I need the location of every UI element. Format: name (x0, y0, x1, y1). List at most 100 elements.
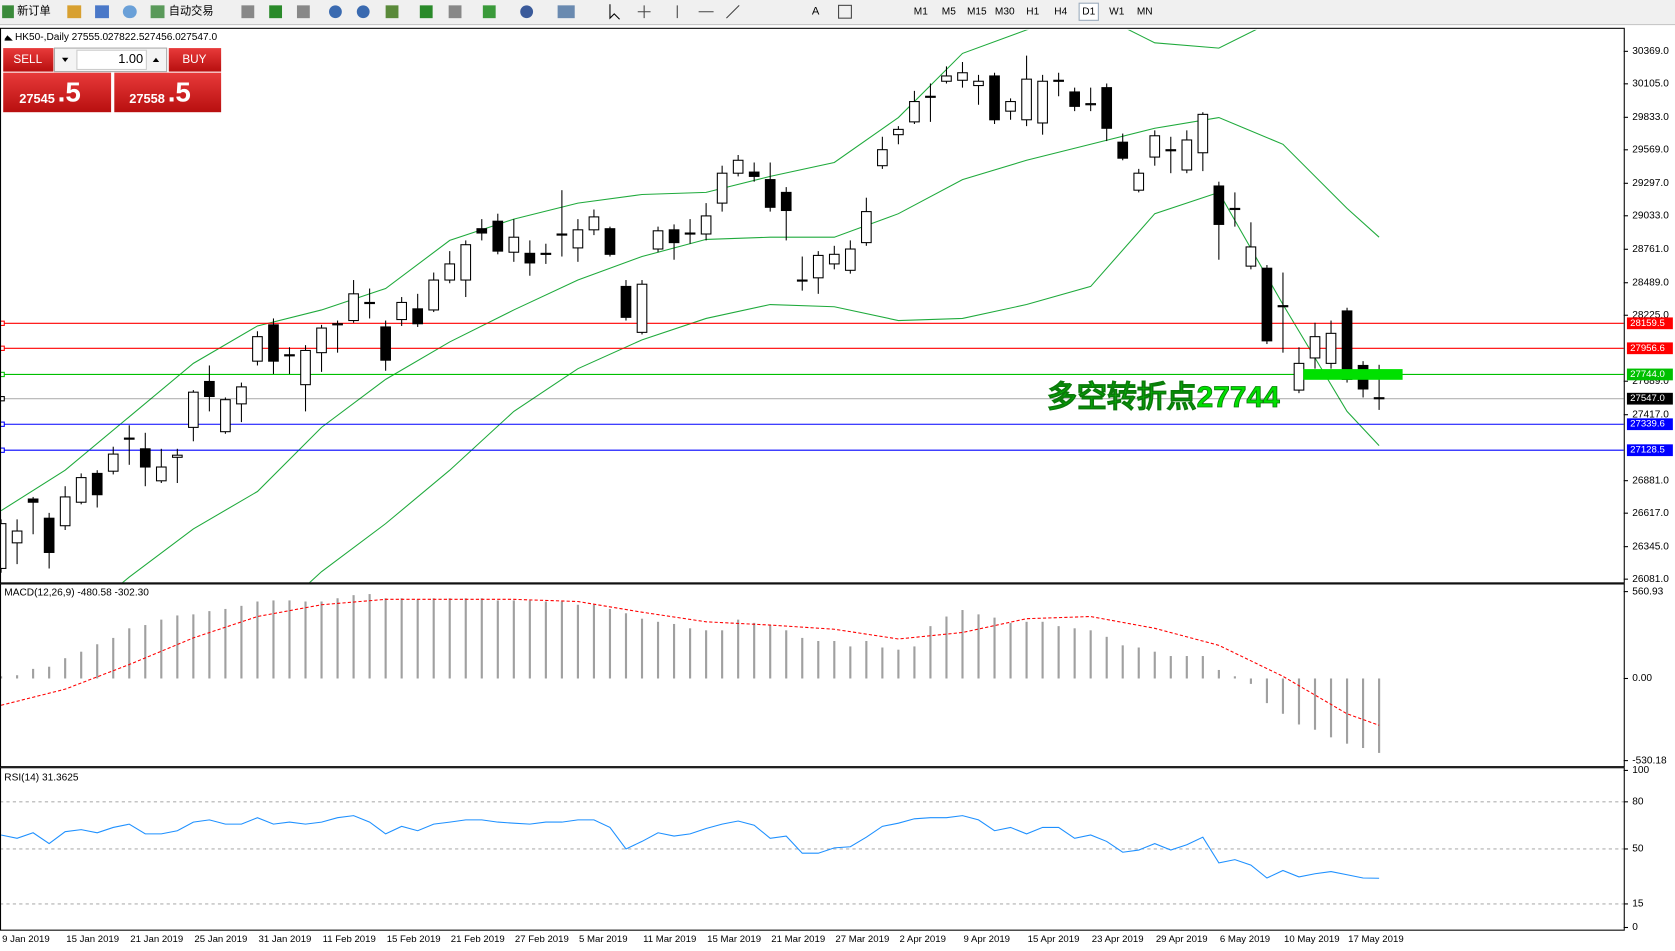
level-label: 27339.6 (1630, 419, 1665, 430)
macd-bar (656, 621, 660, 679)
x-tick-label: 11 Mar 2019 (643, 934, 696, 945)
chart-title: HK50-,Daily (15, 32, 70, 43)
rsi-panel-border (0, 767, 1625, 931)
candle-body (1085, 103, 1097, 106)
lot-value[interactable]: 1.00 (118, 51, 143, 66)
timeframe[interactable]: M15 (967, 6, 987, 17)
x-tick-label: 31 Jan 2019 (259, 934, 312, 945)
macd-bar (929, 626, 932, 679)
icon[interactable] (329, 5, 342, 19)
icon[interactable] (95, 5, 109, 19)
candle-body (171, 454, 183, 458)
rsi (0, 815, 1380, 879)
collapse-arrow[interactable] (4, 36, 13, 41)
candle-body (1165, 149, 1177, 152)
bid-price[interactable]: 27545 (19, 91, 55, 106)
timeframe[interactable]: H4 (1054, 6, 1067, 17)
candle-body (540, 252, 552, 255)
candle-body (812, 254, 824, 279)
bid-fraction[interactable]: .5 (58, 76, 81, 107)
level-tag (1626, 392, 1673, 405)
candle-body (1245, 246, 1257, 267)
level-label: 27744.0 (1630, 369, 1665, 380)
y-tick-label: 15 (1632, 899, 1644, 910)
macd-bar (208, 611, 211, 679)
candle-body (155, 466, 167, 482)
candle-body (300, 349, 311, 386)
macd-bar (833, 641, 836, 679)
ask-fraction[interactable]: .5 (168, 76, 191, 107)
new-order-icon[interactable] (2, 5, 14, 19)
icon[interactable] (557, 5, 575, 19)
candle-body (893, 128, 904, 136)
candle-body (1133, 172, 1145, 191)
timeframe[interactable]: H1 (1026, 6, 1039, 17)
auto-trading-icon[interactable] (150, 5, 165, 19)
candle-body (524, 252, 536, 264)
timeframe[interactable]: M1 (914, 6, 928, 17)
x-tick-label: 23 Apr 2019 (1092, 934, 1144, 945)
chart-window (0, 25, 1675, 951)
cursor-icon[interactable] (609, 4, 620, 20)
icon[interactable] (356, 5, 370, 19)
candle-body (604, 228, 616, 255)
icon[interactable] (122, 5, 137, 19)
candle-body (861, 211, 872, 244)
candle-body (123, 437, 135, 440)
candle-body (1213, 185, 1225, 225)
icon[interactable] (419, 5, 433, 19)
lot-input[interactable] (76, 49, 147, 70)
macd-bar (721, 630, 724, 679)
lot-down[interactable] (61, 57, 69, 62)
icon[interactable] (838, 4, 852, 19)
level-handle (0, 447, 5, 453)
candle-body (1309, 336, 1321, 359)
auto-trading[interactable]: 自动交易 (169, 4, 214, 18)
macd-bar (192, 614, 195, 679)
candle-body (460, 244, 472, 281)
candle-body (1037, 80, 1048, 124)
candle-body (27, 498, 39, 503)
y-tick-label: 560.93 (1632, 586, 1663, 597)
new-order[interactable]: 新订单 (17, 4, 51, 18)
lot-up[interactable] (152, 57, 160, 62)
buy-button[interactable] (168, 48, 222, 72)
crosshair-icon[interactable] (637, 5, 651, 19)
timeframe[interactable]: D1 (1082, 6, 1095, 17)
ask-box[interactable] (114, 72, 222, 113)
icon[interactable] (385, 5, 399, 19)
sell-button[interactable] (3, 48, 54, 72)
macd-bar (1121, 645, 1124, 679)
icon[interactable] (296, 5, 310, 19)
buy-label[interactable]: BUY (182, 53, 206, 66)
ask-price[interactable]: 27558 (129, 91, 165, 106)
icon[interactable] (448, 5, 462, 19)
y-tick-label: 28761.0 (1632, 244, 1669, 255)
timeframe[interactable]: M5 (942, 6, 956, 17)
icon[interactable] (67, 5, 82, 19)
macd-bar (80, 651, 83, 679)
candle-body (188, 391, 199, 428)
macd-bar (1362, 678, 1365, 749)
timeframe[interactable]: M30 (995, 6, 1015, 17)
macd-bar (64, 658, 67, 679)
bid-box[interactable] (3, 72, 112, 113)
candle-body (668, 229, 680, 244)
x-tick-label: 27 Feb 2019 (515, 934, 569, 945)
macd-bar (977, 614, 980, 679)
icon[interactable] (482, 5, 496, 19)
icon[interactable] (241, 5, 255, 19)
icon[interactable] (520, 5, 534, 19)
text-tool[interactable]: A (812, 6, 820, 18)
candle-body (1101, 87, 1113, 129)
timeframe[interactable]: MN (1137, 6, 1153, 17)
level-label: 27547.0 (1630, 393, 1665, 404)
icon[interactable] (269, 5, 283, 19)
macd-bar (705, 630, 708, 679)
timeframe[interactable]: W1 (1109, 6, 1125, 17)
macd-bar (1057, 626, 1060, 679)
sell-label[interactable]: SELL (13, 53, 42, 66)
macd-bar (512, 600, 515, 679)
candle-body (236, 386, 247, 405)
line-tools[interactable] (676, 4, 740, 19)
